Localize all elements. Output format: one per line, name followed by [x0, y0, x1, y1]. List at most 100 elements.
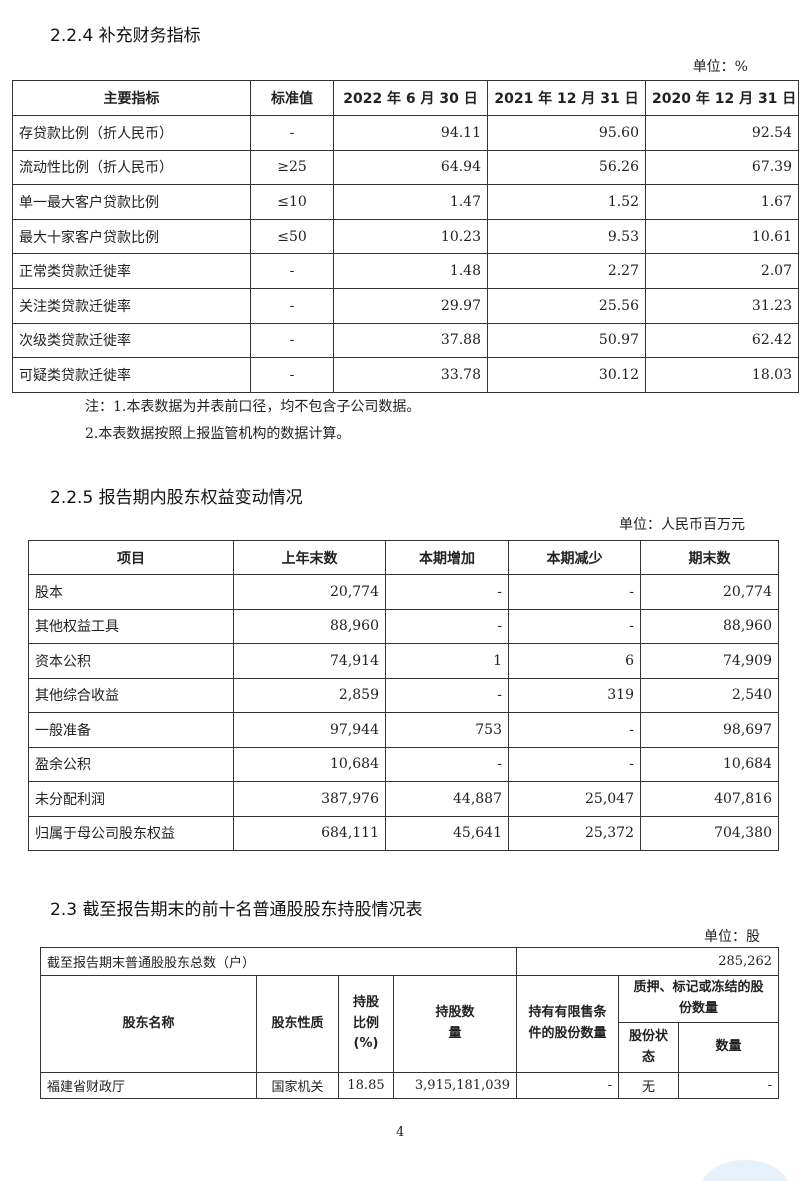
table-cell: - — [508, 608, 641, 644]
table-cell: 20,774 — [233, 574, 386, 610]
header-shareholder-name: 股东名称 — [40, 975, 257, 1073]
table-cell: 753 — [385, 712, 509, 748]
table-cell: - — [250, 357, 334, 393]
top-shareholders-table: 截至报告期末普通股股东总数（户） 285,262 股东名称 股东性质 持股比例(… — [39, 947, 780, 1099]
column-header: 上年末数 — [233, 540, 386, 575]
table-cell: 29.97 — [333, 287, 488, 324]
table-row: 盈余公积 10,684- -10,684 — [28, 746, 779, 782]
table-cell: 20,774 — [640, 574, 779, 610]
table-cell: 国家机关 — [256, 1072, 339, 1099]
table-cell: - — [250, 253, 334, 289]
column-header: 2022 年 6 月 30 日 — [333, 80, 488, 116]
supplementary-indicators-table: 主要指标 标准值 2022 年 6 月 30 日 2021 年 12 月 31 日 20… — [12, 80, 799, 393]
table-row: 关注类贷款迁徙率 -29.97 25.56 31.23 — [12, 287, 799, 324]
table-cell: 一般准备 — [28, 712, 234, 748]
table-cell: 64.94 — [333, 149, 488, 186]
page-number: 4 — [396, 1125, 405, 1140]
table-cell: 关注类贷款迁徙率 — [12, 287, 251, 324]
table-cell: 92.54 — [645, 115, 799, 151]
table-cell: 1 — [385, 643, 509, 679]
table-cell: - — [385, 677, 509, 713]
table-cell: - — [385, 608, 509, 644]
table-cell: 可疑类贷款迁徙率 — [12, 357, 251, 393]
table-cell: 25,047 — [508, 781, 641, 817]
header-pledged-shares: 质押、标记或冻结的股份数量 — [618, 975, 780, 1023]
table-cell: 56.26 — [487, 149, 646, 186]
column-header: 2020 年 12 月 31 日 — [645, 80, 799, 116]
equity-changes-table: 项目 上年末数 本期增加 本期减少 期末数 股本 20,774- -20,774 其他权益工具… — [28, 540, 779, 851]
table-note-1: 注：1.本表数据为并表前口径，均不包含子公司数据。 — [85, 399, 421, 415]
table-cell: 盈余公积 — [28, 746, 234, 782]
table-row: 流动性比例（折人民币） ≥25 64.94 56.26 67.39 — [12, 149, 799, 186]
table-cell: 流动性比例（折人民币） — [12, 149, 251, 186]
table-cell: 其他权益工具 — [28, 608, 234, 644]
table-cell: 18.03 — [645, 357, 799, 393]
table-cell: 2,859 — [233, 677, 386, 713]
total-shareholders-label: 截至报告期末普通股股东总数（户） — [39, 947, 518, 976]
table-cell: 98,697 — [640, 712, 779, 748]
table-cell: 9.53 — [487, 218, 646, 255]
table-row: 其他权益工具 88,960- -88,960 — [28, 608, 779, 644]
table-cell: 62.42 — [645, 322, 799, 359]
column-header: 本期减少 — [508, 540, 641, 575]
table-row: 单一最大客户贷款比例 ≤10 1.47 1.52 1.67 — [12, 184, 799, 220]
table-cell: 10.61 — [645, 218, 799, 255]
table-cell: - — [250, 322, 334, 359]
table-cell: 37.88 — [333, 322, 488, 359]
table-cell: 1.67 — [645, 184, 799, 220]
unit-label: 单位：人民币百万元 — [619, 517, 745, 533]
table-cell: 次级类贷款迁徙率 — [12, 322, 251, 359]
table-cell: 存贷款比例（折人民币） — [12, 115, 251, 151]
table-cell: 6 — [508, 643, 641, 679]
table-cell: - — [385, 574, 509, 610]
table-cell: 1.48 — [333, 253, 488, 289]
table-cell: - — [250, 287, 334, 324]
table-row: 次级类贷款迁徙率 -37.88 50.97 62.42 — [12, 322, 799, 359]
table-cell: 319 — [508, 677, 641, 713]
table-row: 正常类贷款迁徙率 -1.48 2.27 2.07 — [12, 253, 799, 289]
section-title-equity-changes: 2.2.5 报告期内股东权益变动情况 — [50, 488, 303, 508]
header-share-status: 股份状态 — [618, 1022, 680, 1073]
table-cell: - — [250, 115, 334, 151]
table-cell: 10.23 — [333, 218, 488, 255]
table-cell: - — [508, 574, 641, 610]
table-cell: 18.85 — [338, 1072, 394, 1099]
table-cell: 正常类贷款迁徙率 — [12, 253, 251, 289]
table-cell: 684,111 — [233, 815, 386, 851]
table-cell: ≤50 — [250, 218, 334, 255]
section-title-top-shareholders: 2.3 截至报告期末的前十名普通股股东持股情况表 — [50, 900, 423, 920]
table-cell: - — [508, 746, 641, 782]
table-row: 最大十家客户贷款比例 ≤50 10.23 9.53 10.61 — [12, 218, 799, 255]
table-cell: 94.11 — [333, 115, 488, 151]
table-row: 存贷款比例（折人民币） -94.11 95.60 92.54 — [12, 115, 799, 151]
table-cell: 10,684 — [233, 746, 386, 782]
table-cell: 704,380 — [640, 815, 779, 851]
table-cell: 88,960 — [233, 608, 386, 644]
table-cell: 资本公积 — [28, 643, 234, 679]
table-cell: 10,684 — [640, 746, 779, 782]
unit-label: 单位：% — [692, 59, 748, 75]
table-cell: 未分配利润 — [28, 781, 234, 817]
table-cell: 97,944 — [233, 712, 386, 748]
table-cell: 50.97 — [487, 322, 646, 359]
table-cell: 1.47 — [333, 184, 488, 220]
column-header: 主要指标 — [12, 80, 251, 116]
column-header: 本期增加 — [385, 540, 509, 575]
table-cell: 2,540 — [640, 677, 779, 713]
total-shareholders-value: 285,262 — [516, 947, 780, 976]
column-header: 项目 — [28, 540, 234, 575]
table-cell: 股本 — [28, 574, 234, 610]
table-cell: 33.78 — [333, 357, 488, 393]
table-cell: 31.23 — [645, 287, 799, 324]
table-row: 可疑类贷款迁徙率 -33.78 30.12 18.03 — [12, 357, 799, 393]
header-ratio: 持股比例(%) — [338, 975, 394, 1073]
table-cell: 最大十家客户贷款比例 — [12, 218, 251, 255]
table-cell: 88,960 — [640, 608, 779, 644]
table-row: 股本 20,774- -20,774 — [28, 574, 779, 610]
watermark-decoration — [700, 1160, 790, 1181]
table-cell: 其他综合收益 — [28, 677, 234, 713]
table-cell: 2.07 — [645, 253, 799, 289]
table-cell: - — [516, 1072, 620, 1099]
table-row: 归属于母公司股东权益 684,111 45,641 25,372 704,380 — [28, 815, 779, 851]
table-cell: ≤10 — [250, 184, 334, 220]
